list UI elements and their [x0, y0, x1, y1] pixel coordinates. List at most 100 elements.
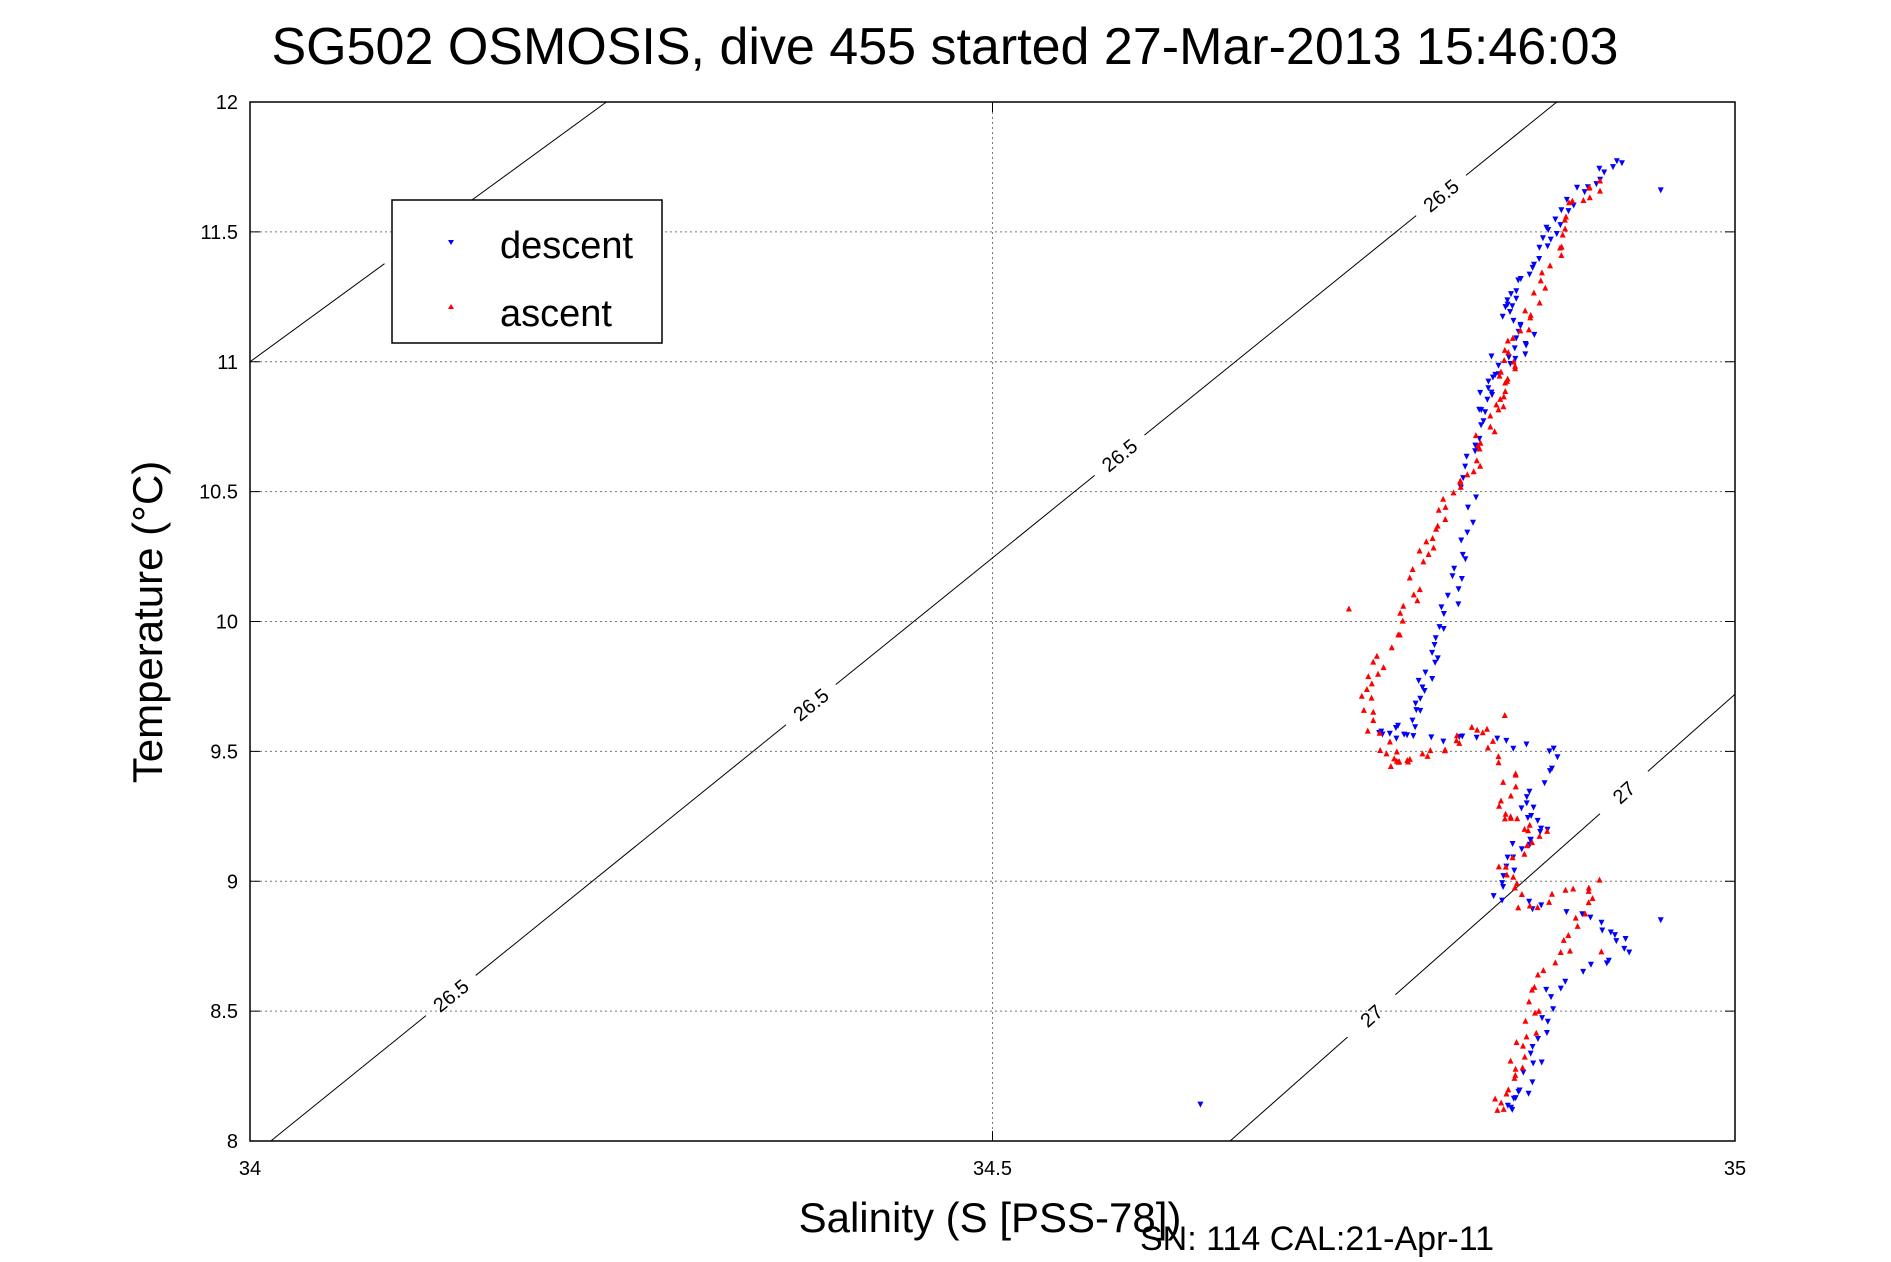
ascent-point: [1457, 483, 1464, 490]
ascent-point: [1535, 1007, 1542, 1014]
isopycnal-segment: [1465, 101, 1558, 176]
footer-serial-calibration: SN: 114 CAL:21-Apr-11: [1140, 1220, 1494, 1258]
descent-point: [1544, 243, 1551, 250]
ascent-point: [1512, 771, 1519, 778]
ascent-point: [1410, 591, 1417, 598]
isopycnal-label: 27: [1609, 778, 1640, 809]
descent-point: [1473, 494, 1480, 501]
x-tick-label: 34.5: [973, 1158, 1012, 1180]
isopycnal-segment: [249, 263, 385, 363]
descent-point: [1543, 1029, 1550, 1036]
descent-point: [1489, 374, 1496, 381]
ascent-point: [1513, 880, 1520, 887]
y-axis-label: Temperature (°C): [124, 461, 171, 784]
descent-point: [1538, 825, 1545, 832]
ascent-point: [1502, 379, 1509, 386]
ascent-point: [1435, 506, 1442, 513]
ascent-point: [1598, 948, 1605, 955]
ascent-point: [1375, 670, 1382, 677]
ascent-point: [1527, 311, 1534, 318]
descent-point: [1523, 800, 1530, 807]
descent-point: [1412, 724, 1419, 731]
ascent-point: [1377, 747, 1384, 754]
ascent-point: [1530, 289, 1537, 296]
descent-point: [1622, 936, 1629, 943]
ascent-point: [1521, 1053, 1528, 1060]
ascent-point: [1525, 827, 1532, 834]
ascent-point: [1567, 947, 1574, 954]
ascent-point: [1468, 723, 1475, 730]
y-tick-label: 10.5: [199, 482, 238, 504]
ascent-point: [1479, 729, 1486, 736]
descent-point: [1529, 1044, 1536, 1051]
descent-point: [1432, 659, 1439, 666]
ascent-point: [1504, 337, 1511, 344]
ascent-point: [1580, 196, 1587, 203]
descent-point: [1505, 354, 1512, 361]
descent-point: [1613, 938, 1620, 945]
descent-point: [1417, 695, 1424, 702]
ascent-point: [1400, 602, 1407, 609]
ascent-point: [1473, 457, 1480, 464]
descent-point: [1523, 342, 1530, 349]
ascent-point: [1442, 503, 1449, 510]
descent-point: [1432, 635, 1439, 642]
ascent-point: [1565, 931, 1572, 938]
ascent-point: [1514, 815, 1521, 822]
ascent-point: [1540, 967, 1547, 974]
descent-point: [1536, 244, 1543, 251]
ascent-point: [1470, 468, 1477, 475]
ascent-point: [1500, 1105, 1507, 1112]
isopycnal-label: 27: [1357, 1001, 1388, 1032]
descent-point: [1415, 677, 1422, 684]
descent-point: [1558, 207, 1565, 214]
ascent-point: [1404, 757, 1411, 764]
ascent-point: [1522, 307, 1529, 314]
ascent-point: [1526, 998, 1533, 1005]
ascent-point: [1557, 244, 1564, 251]
descent-point: [1534, 1035, 1541, 1042]
descent-point: [1485, 378, 1492, 385]
ascent-point: [1453, 732, 1460, 739]
ascent-point: [1533, 1029, 1540, 1036]
y-axis-ticks: 8 8.5 9 9.5 10 10.5 11 11.5 12: [199, 92, 1735, 1153]
descent-point: [1539, 1015, 1546, 1022]
ascent-point: [1558, 251, 1565, 258]
descent-point: [1557, 222, 1564, 229]
descent-point: [1410, 733, 1417, 740]
ascent-point: [1510, 873, 1517, 880]
descent-point: [1473, 734, 1480, 741]
ascent-point: [1387, 762, 1394, 769]
ascent-point: [1505, 1086, 1512, 1093]
descent-point: [1477, 389, 1484, 396]
ascent-point: [1440, 495, 1447, 502]
ascent-point: [1549, 890, 1556, 897]
ascent-point: [1496, 802, 1503, 809]
descent-point: [1607, 929, 1614, 936]
descent-point: [1508, 291, 1515, 298]
descent-point: [1504, 297, 1511, 304]
legend-descent-marker: [448, 240, 454, 245]
isopycnal-segment: [1144, 215, 1417, 436]
ascent-point: [1433, 525, 1440, 532]
descent-point: [1587, 961, 1594, 968]
descent-point: [1513, 295, 1520, 302]
ascent-point: [1425, 550, 1432, 557]
ascent-point: [1509, 334, 1516, 341]
ascent-point: [1519, 1064, 1526, 1071]
ascent-point: [1507, 792, 1514, 799]
descent-point: [1544, 1018, 1551, 1025]
ascent-point: [1509, 854, 1516, 861]
ascent-point: [1585, 899, 1592, 906]
descent-point: [1429, 649, 1436, 656]
chart-title: SG502 OSMOSIS, dive 455 started 27-Mar-2…: [272, 18, 1619, 76]
descent-point: [1434, 655, 1441, 662]
ascent-point: [1523, 1033, 1530, 1040]
ascent-point: [1501, 712, 1508, 719]
ascent-point: [1388, 644, 1395, 651]
ascent-point: [1501, 815, 1508, 822]
descent-point: [1459, 551, 1466, 558]
descent-point: [1484, 396, 1491, 403]
ascent-point: [1423, 538, 1430, 545]
descent-point: [1499, 313, 1506, 320]
